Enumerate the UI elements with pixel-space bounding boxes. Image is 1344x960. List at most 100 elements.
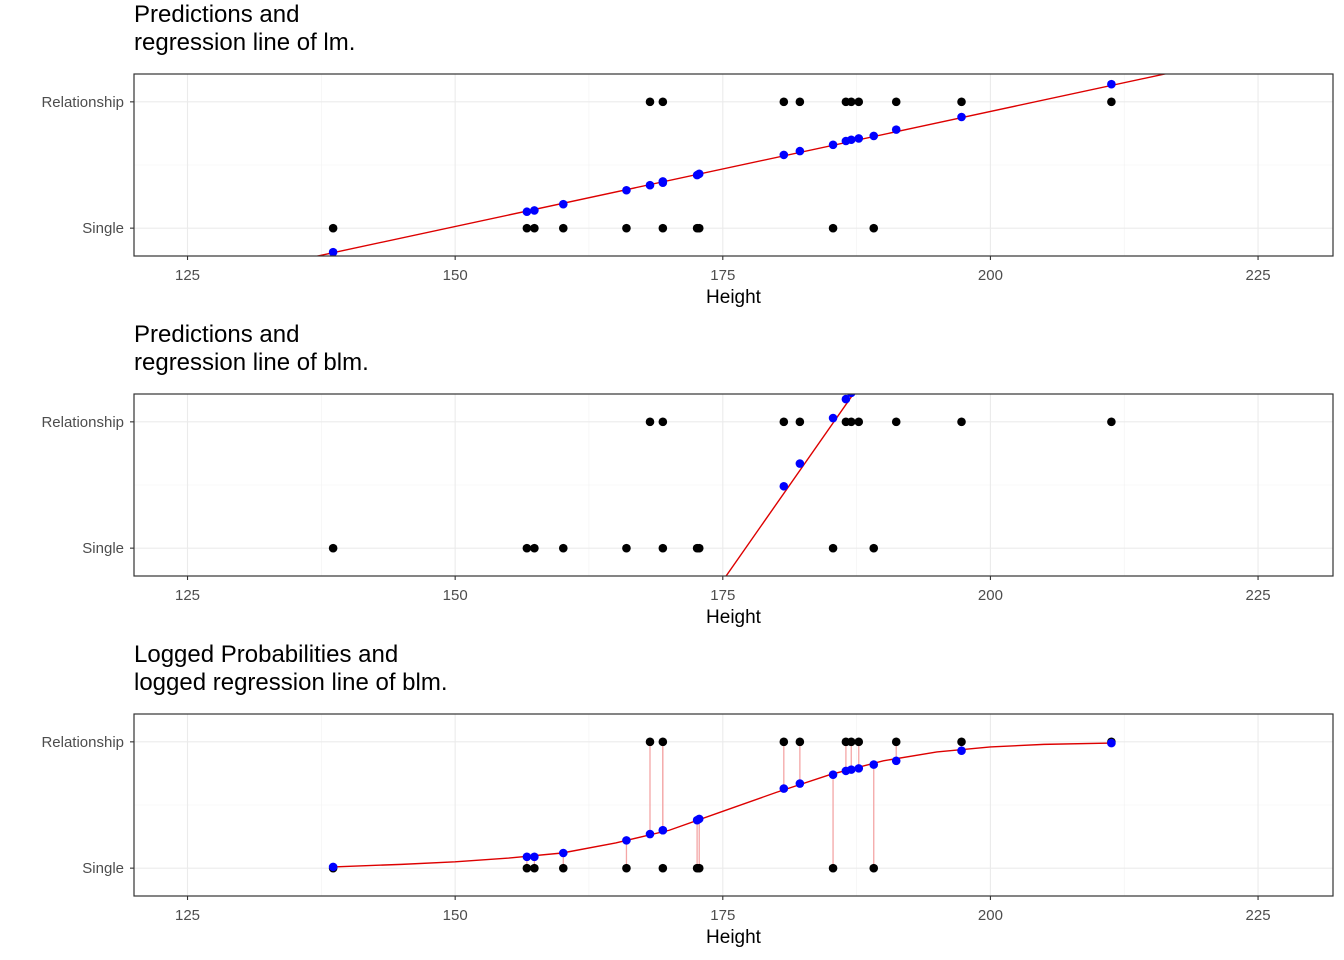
prediction-point bbox=[645, 829, 655, 839]
grid bbox=[134, 74, 1333, 256]
prediction-point bbox=[846, 135, 856, 145]
x-tick-label: 175 bbox=[710, 587, 735, 604]
observed-point-relationship bbox=[891, 737, 901, 747]
observed-point-single bbox=[869, 863, 879, 873]
observed-point-relationship bbox=[846, 417, 856, 427]
observed-point-single bbox=[328, 223, 338, 233]
x-tick-label: 200 bbox=[978, 907, 1003, 924]
y-tick-label: Single bbox=[82, 540, 124, 557]
observed-point-single bbox=[558, 543, 568, 553]
observed-point-single bbox=[828, 543, 838, 553]
observed-point-relationship bbox=[846, 737, 856, 747]
y-tick-label: Single bbox=[82, 220, 124, 237]
x-tick-label: 175 bbox=[710, 907, 735, 924]
observed-point-single bbox=[530, 863, 539, 873]
chart-panel-2: 125 150 175 200 225 Single Relationship Height P… bbox=[41, 321, 1334, 628]
regression-line bbox=[333, 742, 1112, 868]
observed-point-single bbox=[828, 863, 838, 873]
grid bbox=[134, 714, 1333, 896]
observed-point-relationship bbox=[645, 417, 655, 427]
observed-point-relationship bbox=[846, 97, 856, 107]
prediction-point bbox=[847, 394, 856, 398]
prediction-point bbox=[869, 131, 879, 141]
prediction-point bbox=[957, 112, 966, 122]
prediction-point bbox=[795, 459, 805, 468]
observed-point-relationship bbox=[957, 417, 966, 427]
y-tick-label: Relationship bbox=[41, 734, 124, 751]
observed-point-relationship bbox=[854, 417, 864, 427]
observed-point-relationship bbox=[645, 97, 655, 107]
observed-point-relationship bbox=[779, 97, 789, 107]
observed-point-single bbox=[694, 543, 704, 553]
panel-border bbox=[133, 713, 1334, 897]
panel-border bbox=[133, 73, 1334, 257]
prediction-point bbox=[328, 862, 338, 872]
x-tick-label: 125 bbox=[175, 267, 200, 284]
observed-points bbox=[328, 97, 1116, 233]
prediction-point bbox=[828, 140, 838, 150]
prediction-point bbox=[522, 207, 532, 217]
prediction-point bbox=[828, 413, 838, 423]
x-tick-label: 225 bbox=[1246, 267, 1271, 284]
observed-point-single bbox=[530, 223, 539, 233]
observed-point-single bbox=[558, 863, 568, 873]
observed-point-single bbox=[522, 223, 532, 233]
observed-point-relationship bbox=[795, 417, 805, 427]
observed-point-relationship bbox=[779, 417, 789, 427]
chart-panel-1: 125 150 175 200 225 Single Relationship Height P… bbox=[41, 1, 1334, 308]
x-tick-label: 225 bbox=[1246, 587, 1271, 604]
plot-area bbox=[328, 394, 1116, 576]
prediction-point bbox=[854, 134, 864, 143]
observed-point-single bbox=[658, 863, 668, 873]
plot-area bbox=[328, 737, 1116, 873]
grid bbox=[134, 394, 1333, 576]
observed-point-single bbox=[869, 543, 879, 553]
prediction-point bbox=[558, 199, 568, 209]
x-tick-label: 150 bbox=[443, 267, 468, 284]
observed-point-single bbox=[694, 223, 704, 233]
observed-point-relationship bbox=[854, 97, 864, 107]
x-axis-label: Height bbox=[706, 287, 762, 308]
observed-point-relationship bbox=[854, 737, 864, 747]
x-tick-label: 150 bbox=[443, 587, 468, 604]
chart-title-line: regression line of lm. bbox=[134, 29, 355, 56]
prediction-point bbox=[645, 180, 655, 190]
observed-point-single bbox=[558, 223, 568, 233]
prediction-point bbox=[795, 146, 805, 156]
x-tick-label: 200 bbox=[978, 587, 1003, 604]
observed-point-single bbox=[522, 863, 532, 873]
observed-point-relationship bbox=[779, 737, 789, 747]
prediction-point bbox=[779, 784, 789, 793]
observed-point-single bbox=[530, 543, 539, 553]
prediction-point bbox=[869, 760, 879, 769]
x-tick-label: 200 bbox=[978, 267, 1003, 284]
chart-title-line: Logged Probabilities and bbox=[134, 641, 398, 668]
chart-title-line: logged regression line of blm. bbox=[134, 669, 448, 696]
x-tick-label: 225 bbox=[1246, 907, 1271, 924]
prediction-point bbox=[694, 169, 704, 179]
prediction-point bbox=[530, 206, 539, 215]
observed-point-relationship bbox=[1107, 417, 1116, 427]
observed-point-relationship bbox=[1107, 97, 1116, 107]
prediction-point bbox=[622, 836, 631, 845]
residual-lines bbox=[332, 741, 1113, 869]
prediction-point bbox=[558, 848, 568, 858]
prediction-point bbox=[891, 756, 901, 766]
observed-point-relationship bbox=[891, 417, 901, 427]
prediction-point bbox=[841, 394, 851, 404]
observed-point-single bbox=[694, 863, 704, 873]
chart-title-line: regression line of blm. bbox=[134, 349, 369, 376]
x-axis-label: Height bbox=[706, 607, 762, 628]
prediction-points bbox=[328, 79, 1116, 256]
observed-point-relationship bbox=[658, 97, 668, 107]
prediction-points bbox=[779, 394, 856, 491]
observed-point-relationship bbox=[795, 737, 805, 747]
chart-title-line: Predictions and bbox=[134, 321, 299, 348]
prediction-point bbox=[1107, 79, 1116, 89]
y-tick-label: Single bbox=[82, 860, 124, 877]
prediction-point bbox=[854, 764, 864, 773]
observed-point-single bbox=[658, 543, 668, 553]
regression-line bbox=[314, 74, 1169, 256]
x-tick-label: 150 bbox=[443, 907, 468, 924]
prediction-point bbox=[658, 825, 668, 835]
